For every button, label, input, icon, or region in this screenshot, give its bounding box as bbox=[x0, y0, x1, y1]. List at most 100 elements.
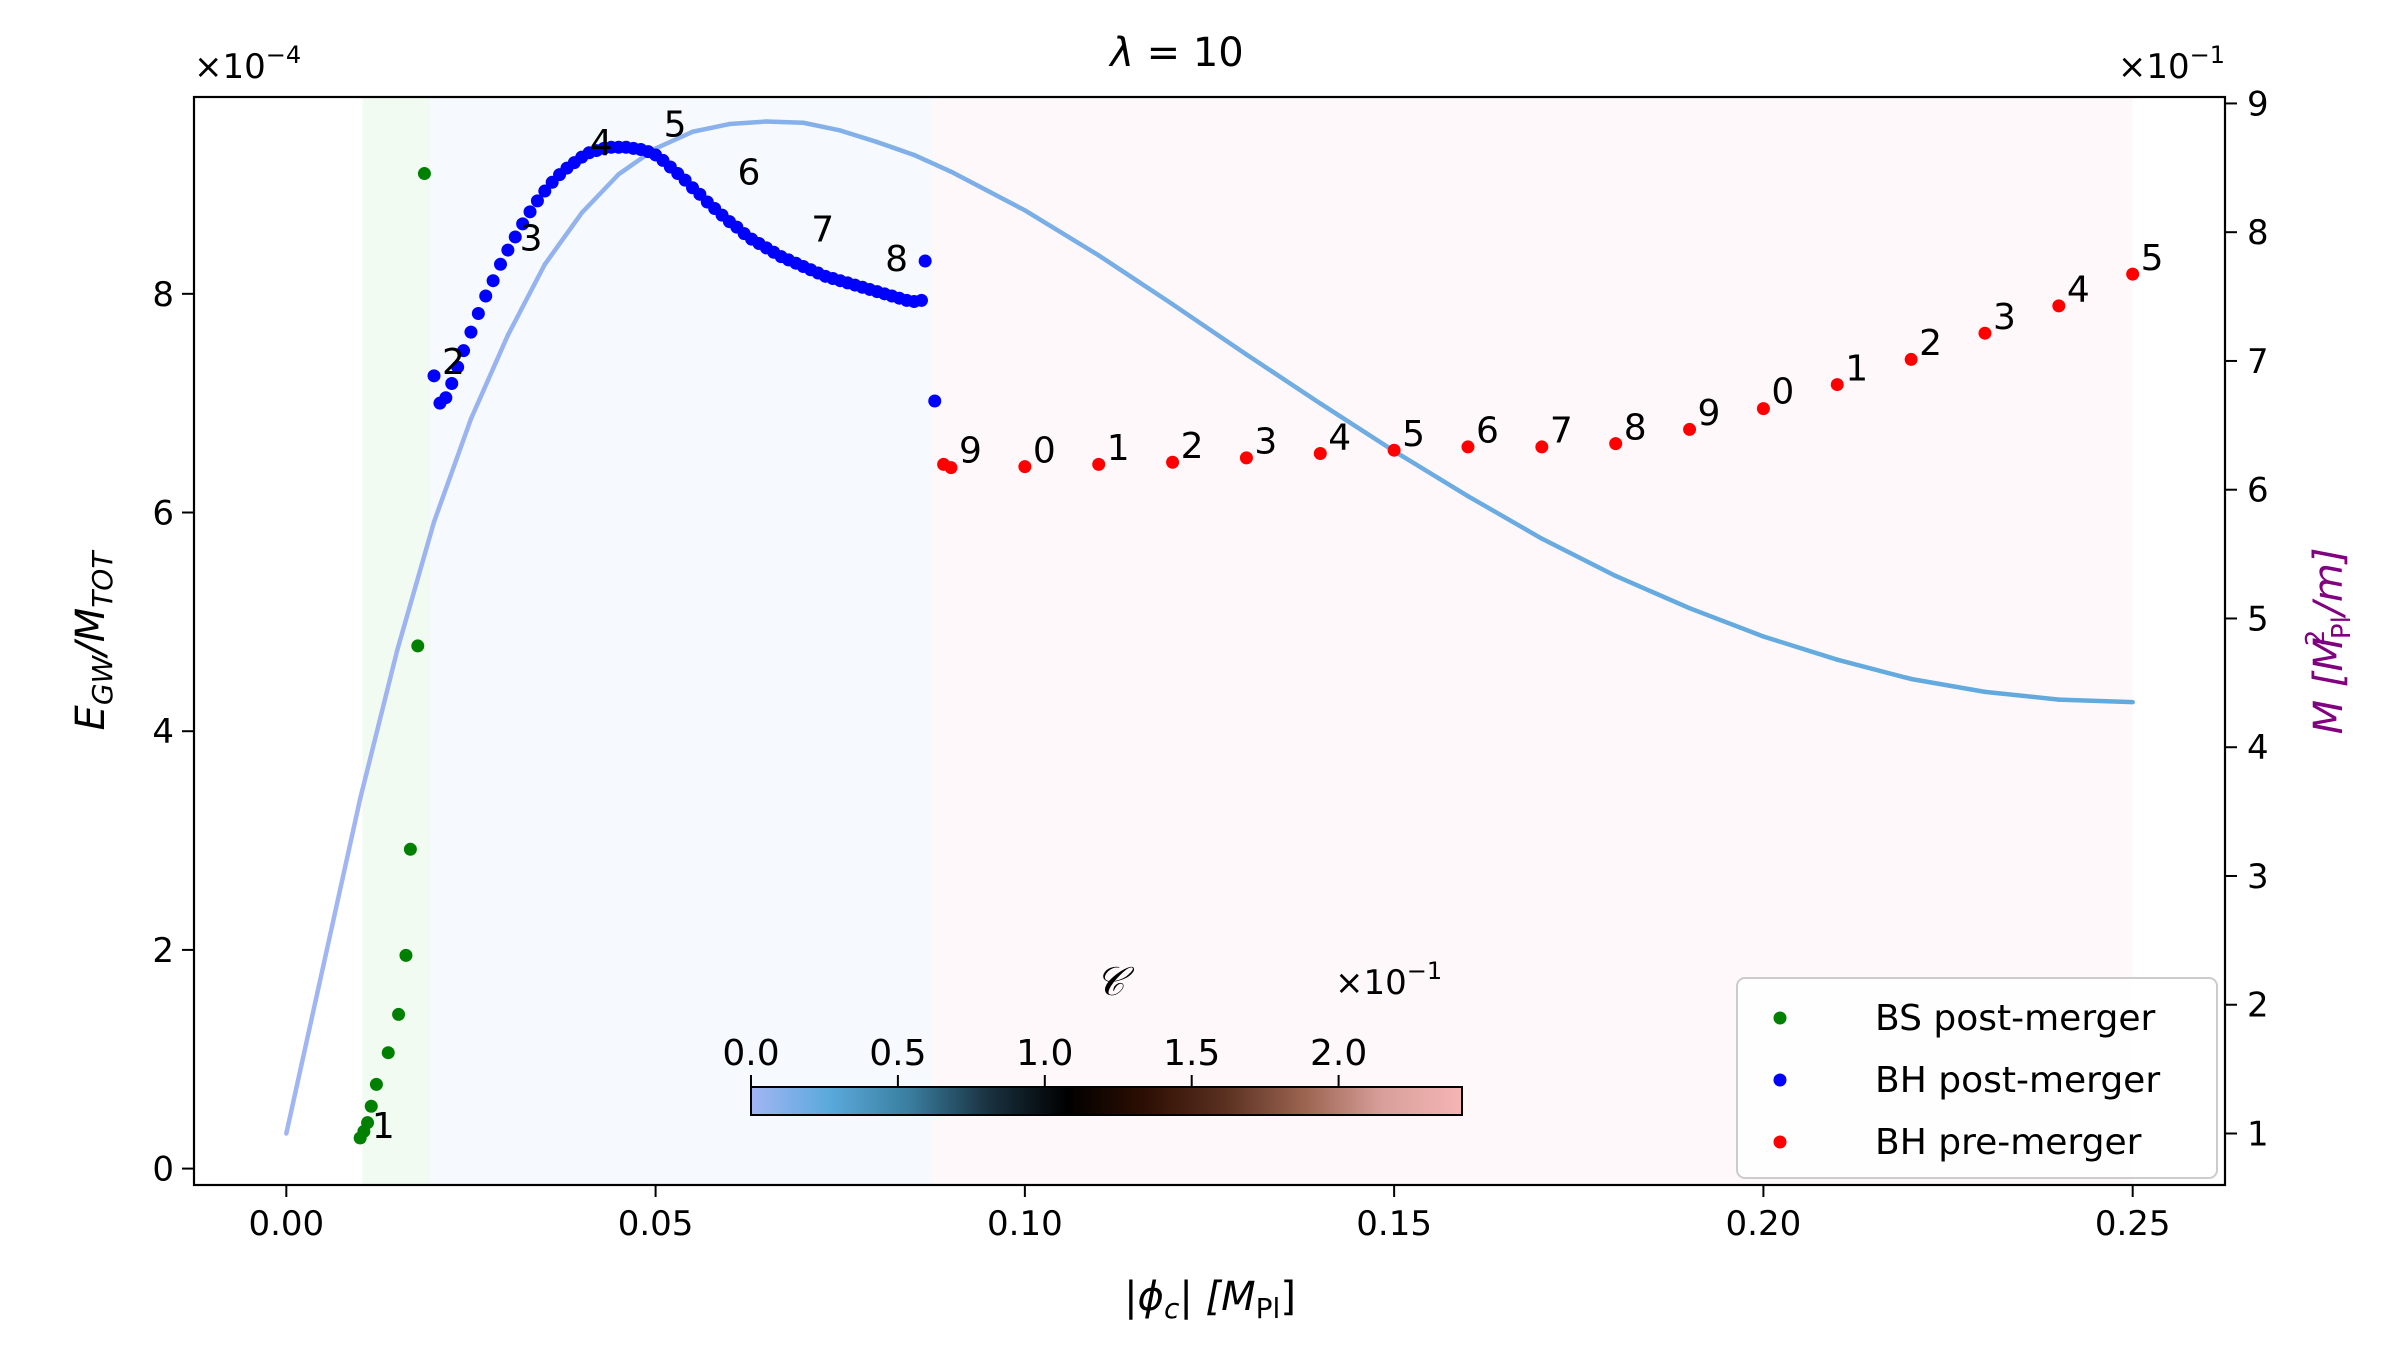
annotation-label: 6 bbox=[1476, 411, 1499, 452]
annotation-label: 7 bbox=[811, 210, 834, 251]
bh-post-merger-point bbox=[538, 184, 552, 198]
mass-curve-segment bbox=[911, 152, 954, 174]
mass-curve-segment bbox=[1687, 605, 1766, 639]
legend-label-bh-pre-merger: BH pre-merger bbox=[1875, 1122, 2142, 1163]
annotation-label: 4 bbox=[1328, 417, 1351, 458]
mass-curve-segment bbox=[1318, 401, 1397, 454]
x-tick-label: 0.20 bbox=[1726, 1204, 1802, 1244]
annotation-label: 2 bbox=[1181, 426, 1204, 467]
annotation-label: 1 bbox=[1845, 348, 1868, 389]
mass-curve-segment bbox=[394, 519, 437, 653]
y-right-tick-label: 9 bbox=[2247, 84, 2269, 124]
bh-post-merger-point bbox=[508, 230, 522, 244]
ylabel-right-sup: 2 bbox=[2301, 630, 2331, 647]
mass-curve-segment bbox=[653, 129, 695, 151]
xlabel-open: |ϕ bbox=[1124, 1274, 1164, 1320]
y-right-tick-label: 8 bbox=[2247, 213, 2269, 253]
annotation-label: 9 bbox=[1698, 393, 1721, 434]
colorbar-tick-label: 1.5 bbox=[1163, 1033, 1220, 1074]
bh-post-merger-point bbox=[439, 391, 453, 405]
bh-post-merger-point bbox=[928, 394, 942, 408]
x-tick-label: 0.00 bbox=[248, 1204, 324, 1244]
y-right-tick-label: 7 bbox=[2247, 342, 2269, 382]
mass-curve-segment bbox=[1835, 657, 1914, 682]
ylabel-left-slash: /M bbox=[68, 608, 114, 659]
mass-curve-segment bbox=[1244, 352, 1323, 406]
y-right-tick-label: 6 bbox=[2247, 471, 2269, 511]
y-right-tick-label: 3 bbox=[2247, 857, 2269, 897]
bh-pre-merger-point bbox=[1683, 422, 1697, 436]
annotation-label: 9 bbox=[959, 430, 982, 471]
mass-curve-segment bbox=[764, 119, 806, 126]
ylabel-right-main: M [M bbox=[2306, 637, 2352, 734]
right-multiplier-exp: −1 bbox=[2190, 41, 2225, 69]
bh-pre-merger-point bbox=[1461, 440, 1475, 454]
y-left-tick-label: 8 bbox=[152, 275, 174, 315]
xlabel-close: | [M bbox=[1179, 1274, 1255, 1320]
mass-curve-segment bbox=[1465, 493, 1545, 541]
colorbar-tick-label: 0.5 bbox=[869, 1033, 926, 1074]
annotation-label: 5 bbox=[2141, 238, 2164, 279]
bh-post-merger-point bbox=[486, 274, 500, 288]
bh-pre-merger-point bbox=[1535, 440, 1549, 454]
annotation-label: 1 bbox=[1107, 428, 1130, 469]
mass-curve-segment bbox=[1096, 253, 1175, 307]
mass-curve-segment bbox=[1613, 573, 1692, 611]
ylabel-left-sub: GW bbox=[86, 654, 119, 705]
point-annotations: 1 2 3 4 5 6 7 8 9 0 1 2 3 4 5 6 7 8 9 0 1 2 3 4 5 bbox=[372, 105, 2164, 1148]
mass-curve-segment bbox=[320, 796, 363, 969]
mass-curve-segment bbox=[801, 120, 843, 133]
xlabel-sub: c bbox=[1164, 1292, 1180, 1325]
left-axis-multiplier: ×10−4 bbox=[194, 41, 301, 87]
colorbar-tick-label: 0.0 bbox=[722, 1033, 779, 1074]
mass-curve-segment bbox=[357, 648, 400, 801]
ylabel-right-sub: Pl bbox=[2327, 616, 2357, 639]
colorbar-ticks: 0.0 0.5 1.0 1.5 2.0 bbox=[722, 1033, 1367, 1087]
bh-pre-merger-point bbox=[1756, 402, 1770, 416]
mass-curve-segment bbox=[1761, 634, 1840, 662]
mass-curve-segment bbox=[874, 139, 917, 158]
right-axis-multiplier: ×10−1 bbox=[2118, 41, 2225, 87]
ylabel-left-sub2: TOT bbox=[86, 550, 119, 608]
colorbar-tick-label: 2.0 bbox=[1310, 1033, 1367, 1074]
colorbar-multiplier: ×10−1 bbox=[1335, 957, 1442, 1003]
bs-post-merger-point bbox=[361, 1116, 375, 1130]
bh-pre-merger-point bbox=[1166, 455, 1180, 469]
mass-curve-segment bbox=[505, 262, 548, 338]
mass-curve-segment bbox=[727, 119, 769, 127]
mass-curve-segment bbox=[284, 963, 326, 1136]
bh-pre-merger-point bbox=[1387, 443, 1401, 457]
bh-post-merger-point bbox=[516, 217, 530, 231]
mass-curve-segment bbox=[948, 169, 1028, 213]
annotation-label: 7 bbox=[1550, 411, 1573, 452]
annotation-label: 2 bbox=[442, 342, 465, 383]
colorbar-multiplier-exp: −1 bbox=[1407, 957, 1442, 985]
annotation-label: 8 bbox=[1624, 407, 1647, 448]
mass-curve-segment bbox=[542, 210, 584, 267]
bh-pre-merger-point bbox=[1609, 437, 1623, 451]
bh-post-merger-point bbox=[445, 376, 459, 390]
colorbar-gradient bbox=[750, 1086, 1463, 1116]
annotation-label: 4 bbox=[2067, 270, 2090, 311]
mass-curve-segment bbox=[2056, 697, 2135, 705]
bh-pre-merger-point bbox=[1830, 378, 1844, 392]
annotation-label: 1 bbox=[372, 1106, 395, 1147]
y-left-axis-ticks: 0 2 4 6 8 bbox=[152, 275, 194, 1190]
x-axis-label: |ϕc| [MPl] bbox=[1124, 1274, 1296, 1325]
chart-title: λ = 10 bbox=[1108, 30, 1244, 76]
mass-curve-segment bbox=[1908, 676, 1988, 695]
annotation-label: 2 bbox=[1919, 323, 1942, 364]
ylabel-left-main: E bbox=[68, 704, 114, 730]
annotation-label: 0 bbox=[1033, 430, 1056, 471]
y-left-tick-label: 0 bbox=[152, 1150, 174, 1190]
xlabel-end: ] bbox=[1280, 1274, 1296, 1320]
mass-curve-segment bbox=[579, 172, 621, 216]
colorbar: 𝒞 ×10−1 0.0 0.5 1.0 1.5 2.0 bbox=[722, 957, 1463, 1116]
bs-post-merger-point bbox=[399, 948, 413, 962]
legend-marker-bh-post-merger bbox=[1773, 1073, 1787, 1087]
mass-curve-segment bbox=[1391, 448, 1471, 499]
bs-post-merger-point bbox=[381, 1046, 395, 1060]
bh-post-merger-point bbox=[914, 293, 928, 307]
mass-curve-segment bbox=[431, 416, 474, 525]
